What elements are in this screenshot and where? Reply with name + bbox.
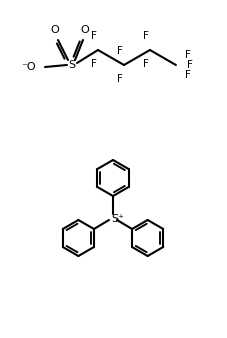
Text: S⁺: S⁺	[111, 214, 124, 224]
Text: S: S	[68, 60, 76, 70]
Text: F: F	[185, 50, 191, 60]
Text: F: F	[117, 46, 123, 56]
Text: ⁻O: ⁻O	[21, 62, 36, 72]
Text: O: O	[51, 25, 59, 35]
Text: F: F	[185, 70, 191, 80]
Text: F: F	[143, 59, 149, 69]
Text: F: F	[91, 31, 97, 41]
Text: F: F	[187, 60, 193, 70]
Text: F: F	[143, 31, 149, 41]
Text: F: F	[91, 59, 97, 69]
Text: F: F	[117, 74, 123, 84]
Text: O: O	[81, 25, 89, 35]
